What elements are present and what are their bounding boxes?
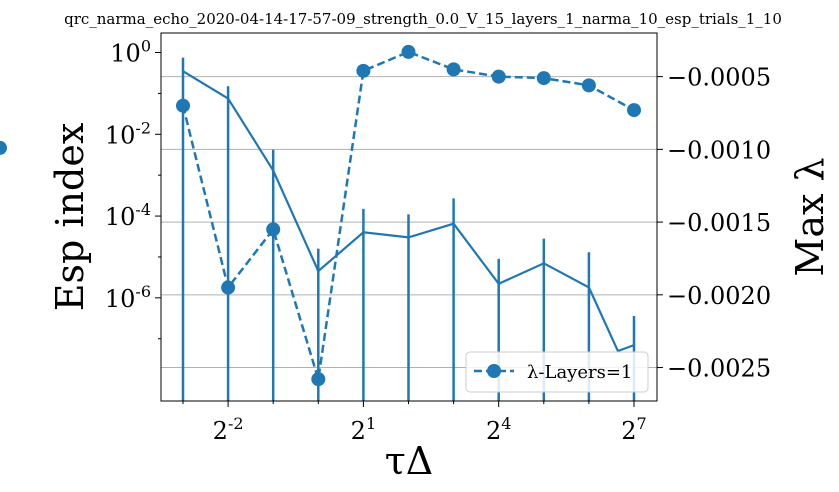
y-right-tick-label: −0.0010: [667, 136, 771, 164]
lambda-point: [221, 280, 236, 295]
y-left-tick-label: 10-6: [105, 282, 151, 313]
y-right-tick-label: −0.0015: [667, 209, 771, 237]
y-left-tick-label: 10-4: [105, 200, 151, 231]
lambda-point: [0, 140, 7, 155]
lambda-point: [356, 63, 371, 78]
lambda-series: [0, 44, 641, 387]
y-axis-left-label: Esp index: [48, 123, 92, 312]
y-left-tick-label: 100: [110, 37, 151, 68]
lambda-point: [446, 62, 461, 77]
lambda-point: [581, 78, 596, 93]
legend-marker: [487, 364, 501, 378]
y-right-tick-label: −0.0005: [667, 64, 771, 92]
x-tick-label: 21: [351, 414, 376, 445]
lambda-point: [311, 372, 326, 387]
legend-label: λ-Layers=1: [527, 362, 632, 383]
esp-series: [181, 57, 636, 401]
legend-box: [465, 351, 649, 393]
y-axis-right-label: Max λ: [788, 157, 832, 276]
chart-title: qrc_narma_echo_2020-04-14-17-57-09_stren…: [64, 10, 782, 28]
esp-line: [182, 70, 635, 353]
y-right-tick-label: −0.0025: [667, 355, 771, 383]
axes: 2-2 21 24 27 100 10-2 10-4 10-6 −0.0005 −0.0010 −0…: [105, 37, 771, 445]
x-tick-label: 24: [486, 414, 511, 445]
lambda-point: [627, 103, 641, 118]
lambda-point: [491, 69, 506, 84]
x-tick-label: 27: [621, 414, 646, 445]
y-left-tick-label: 10-2: [105, 118, 151, 149]
y-right-tick-label: −0.0020: [667, 282, 771, 310]
lambda-point: [401, 44, 416, 59]
x-tick-label: 2-2: [213, 414, 244, 445]
lambda-point: [176, 98, 190, 113]
x-axis-label: τΔ: [385, 439, 433, 483]
lambda-point: [536, 71, 551, 86]
legend: λ-Layers=1: [465, 351, 649, 393]
lambda-point: [266, 222, 281, 237]
